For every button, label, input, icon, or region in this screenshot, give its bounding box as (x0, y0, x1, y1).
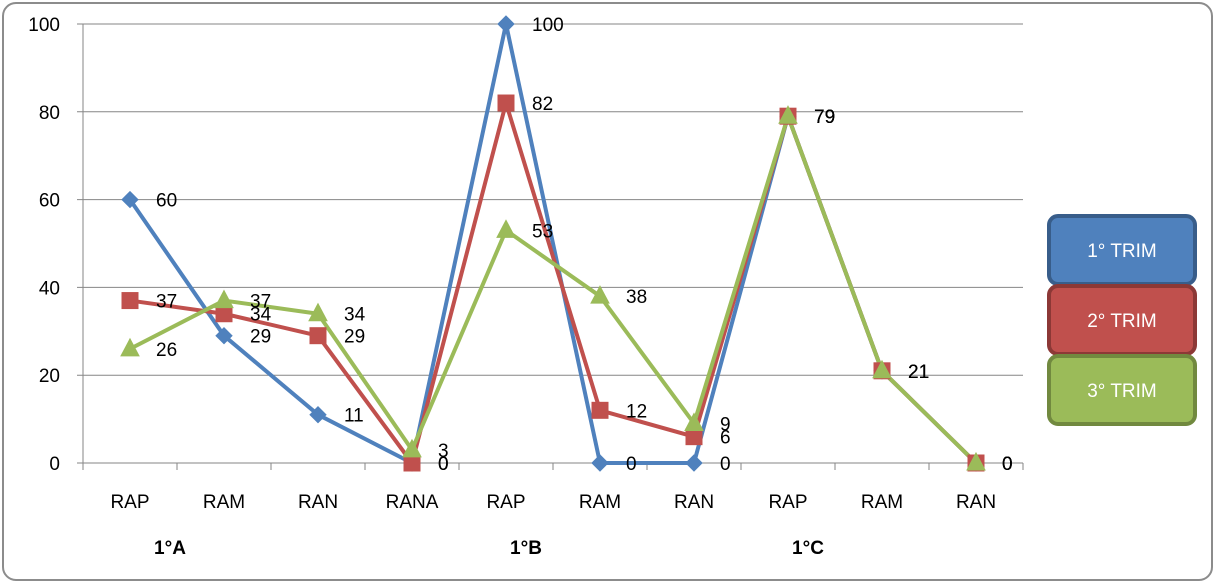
y-tick-label: 60 (39, 191, 60, 212)
data-point-triangle (308, 302, 328, 322)
x-tick-label: RAP (768, 492, 807, 513)
group-label: 1°C (792, 538, 824, 559)
data-label: 26 (156, 340, 177, 361)
data-point-triangle (778, 105, 798, 124)
data-label: 60 (156, 191, 177, 212)
data-point-square (591, 401, 609, 419)
y-tick-label: 20 (39, 366, 60, 387)
x-tick-label: RAM (203, 492, 245, 513)
x-tick-label: RAM (861, 492, 903, 513)
data-point-square (685, 428, 703, 446)
data-label: 0 (438, 454, 449, 475)
legend-box (1047, 354, 1197, 426)
series-line (129, 114, 978, 465)
data-label: 82 (532, 94, 553, 115)
x-tick-label: RAP (110, 492, 149, 513)
data-point-triangle (496, 219, 516, 238)
data-label: 0 (1002, 454, 1013, 475)
data-label: 21 (908, 362, 929, 383)
data-point-triangle (966, 451, 986, 471)
x-tick-label: RAN (956, 492, 996, 513)
data-point-square (497, 94, 515, 112)
data-point-triangle (590, 285, 610, 304)
data-point-diamond (121, 190, 139, 209)
x-tick-label: RANA (386, 492, 439, 513)
data-point-diamond (685, 454, 703, 472)
data-point-diamond (591, 454, 609, 472)
data-label: 21 (908, 362, 929, 383)
legend-label: 2° TRIM (1087, 311, 1157, 332)
data-label: 79 (814, 107, 835, 128)
y-tick-label: 0 (49, 454, 60, 475)
data-label: 0 (720, 454, 731, 475)
x-tick-label: RAP (486, 492, 525, 513)
data-label: 21 (908, 362, 929, 383)
data-label: 0 (438, 454, 449, 475)
data-label: 0 (1002, 454, 1013, 475)
data-label: 12 (626, 401, 647, 422)
data-point-triangle (872, 359, 892, 379)
data-label: 37 (156, 292, 177, 313)
data-point-square (403, 454, 421, 472)
data-label: 9 (720, 414, 731, 435)
data-label: 0 (626, 454, 637, 475)
data-label: 79 (814, 107, 835, 128)
x-tick-label: RAM (579, 492, 621, 513)
data-point-square (215, 305, 233, 323)
data-label: 29 (250, 327, 271, 348)
data-label: 11 (344, 406, 364, 427)
y-tick-label: 100 (28, 15, 60, 36)
data-point-triangle (120, 337, 140, 357)
data-label: 79 (814, 107, 835, 128)
data-point-diamond (309, 406, 327, 424)
series-line (128, 22, 978, 465)
data-point-triangle (402, 438, 422, 458)
data-point-triangle (214, 289, 234, 309)
group-label: 1°B (510, 538, 542, 559)
legend-label: 3° TRIM (1087, 381, 1157, 402)
data-label: 53 (532, 221, 553, 242)
data-label: 37 (250, 292, 271, 313)
data-label: 0 (1002, 454, 1013, 475)
y-tick-label: 80 (39, 103, 60, 124)
data-label: 29 (344, 327, 365, 348)
x-tick-label: RAN (298, 492, 338, 513)
data-label: 34 (250, 305, 272, 326)
data-point-triangle (684, 412, 704, 431)
data-point-square (309, 327, 327, 345)
x-tick-label: RAN (674, 492, 714, 513)
data-label: 38 (626, 287, 647, 308)
legend-label: 1° TRIM (1087, 241, 1157, 262)
data-label: 6 (720, 428, 731, 449)
data-point-diamond (215, 326, 233, 345)
data-label: 3 (438, 441, 449, 462)
data-label: 100 (532, 15, 564, 36)
y-tick-label: 40 (39, 278, 60, 299)
group-label: 1°A (154, 538, 186, 559)
data-point-square (121, 292, 139, 310)
data-label: 34 (344, 305, 366, 326)
data-point-diamond (497, 15, 515, 33)
